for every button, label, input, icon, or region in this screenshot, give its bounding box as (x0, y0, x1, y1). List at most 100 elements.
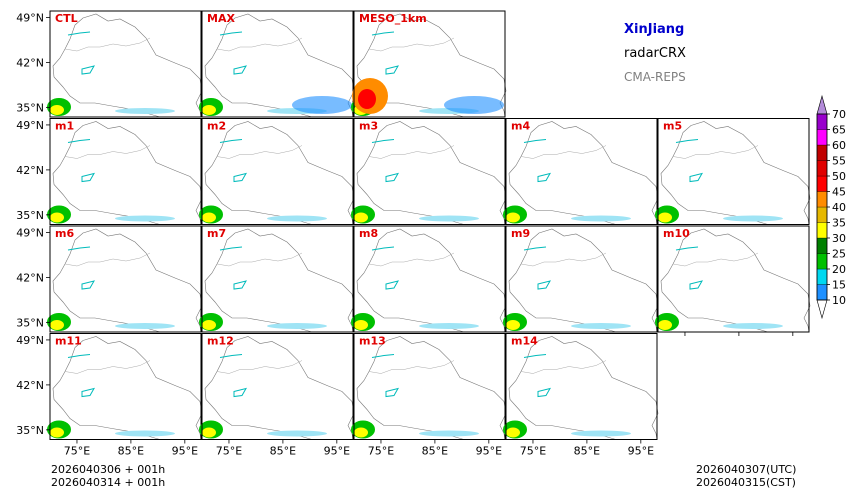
panel-label: CTL (55, 12, 78, 25)
colorbar-tick-label: 25 (832, 248, 846, 261)
echo-patch (506, 212, 520, 223)
panel-bg (506, 333, 657, 440)
panel-m9: m9 (503, 225, 659, 333)
lat-tick-label: 49°N (16, 226, 44, 239)
panel-m6: m6 (47, 225, 203, 333)
panel-bg (202, 118, 353, 225)
panel-grid: CTL MAX MESO_1km m1 m2 m3 m4 m5 m6 m7 m8 m9 m10 m11 m1… (47, 10, 811, 440)
echo-patch (50, 320, 64, 330)
panel-bg (202, 226, 353, 332)
lon-tick-label: 95°E (172, 445, 198, 458)
panel-label: m9 (511, 227, 530, 240)
panel-frame (505, 118, 658, 225)
panel-m7: m7 (199, 225, 355, 333)
panel-label: m14 (511, 335, 538, 348)
lon-tick-label: 85°E (422, 445, 448, 458)
lat-tick-label: 42°N (16, 56, 44, 69)
lon-tick-label: 85°E (118, 445, 144, 458)
lat-tick-label: 35°N (16, 316, 44, 329)
panel-m3: m3 (351, 118, 507, 225)
lon-tick-label: 75°E (216, 445, 242, 458)
panel-m12: m12 (199, 333, 355, 440)
panel-bg (506, 118, 657, 225)
colorbar-segment (816, 206, 828, 223)
panel-label: m2 (207, 120, 226, 133)
region-title: XinJiang (624, 22, 685, 37)
echo-patch (571, 323, 631, 329)
colorbar-segment (816, 160, 828, 177)
colorbar-tick-label: 30 (832, 232, 846, 245)
panel-m11: m11 (47, 333, 203, 440)
panel-m4: m4 (503, 118, 659, 225)
colorbar-segment (816, 253, 828, 270)
panel-m8: m8 (351, 225, 507, 333)
colorbar-segment (816, 222, 828, 239)
panel-frame (505, 333, 658, 440)
panel-label: m4 (511, 120, 530, 133)
panel-bg (50, 11, 201, 117)
panel-frame (201, 333, 354, 440)
panel-frame (353, 225, 506, 333)
colorbar-tick-label: 35 (832, 217, 846, 230)
panel-frame (657, 118, 810, 225)
lat-tick-label: 35°N (16, 209, 44, 222)
panel-max: MAX (199, 10, 355, 118)
panel-m1: m1 (47, 118, 203, 225)
panel-bg (354, 333, 505, 440)
echo-patch (419, 215, 479, 222)
panel-label: m6 (55, 227, 74, 240)
panel-frame (353, 333, 506, 440)
variable-label: radarCRX (624, 46, 686, 61)
map-axes: 49°N 42°N 35°N 49°N 42°N 35°N 49°N 42°N 35°N 49°N… (16, 11, 794, 458)
panel-m10: m10 (655, 225, 811, 333)
echo-patch (50, 427, 64, 438)
echo-patch (419, 323, 479, 329)
panel-bg (202, 333, 353, 440)
colorbar-tick-label: 10 (832, 294, 846, 307)
echo-patch (267, 430, 327, 437)
echo-patch (115, 323, 175, 329)
panel-frame (505, 225, 658, 333)
echo-patch (723, 323, 783, 329)
panel-m14: m14 (503, 333, 659, 440)
lat-tick-label: 35°N (16, 424, 44, 437)
colorbar-extend-min (816, 299, 828, 320)
lat-tick-label: 42°N (16, 164, 44, 177)
panel-bg (50, 118, 201, 225)
panel-frame (49, 225, 202, 333)
echo-patch (292, 96, 352, 114)
valid-time-label: 2026040307(UTC) 2026040315(CST) (696, 463, 796, 489)
echo-patch (571, 215, 631, 222)
valid-time-utc: 2026040307(UTC) (696, 463, 797, 476)
colorbar-segment (816, 268, 828, 285)
colorbar-tick-label: 20 (832, 263, 846, 276)
lat-tick-label: 35°N (16, 101, 44, 114)
echo-patch (506, 427, 520, 438)
echo-patch (419, 430, 479, 437)
panel-bg (658, 226, 809, 332)
panel-frame (353, 118, 506, 225)
lat-tick-label: 49°N (16, 119, 44, 132)
lon-tick-label: 75°E (520, 445, 546, 458)
colorbar-segment (816, 191, 828, 208)
panel-bg (506, 226, 657, 332)
echo-patch (202, 212, 216, 223)
echo-patch (202, 105, 216, 115)
echo-patch (50, 105, 64, 115)
panel-m13: m13 (351, 333, 507, 440)
panel-frame (657, 225, 810, 333)
lon-tick-label: 95°E (324, 445, 350, 458)
echo-patch (444, 96, 504, 114)
echo-patch (267, 323, 327, 329)
model-label: CMA-REPS (624, 70, 686, 84)
echo-patch (354, 320, 368, 330)
echo-patch (202, 320, 216, 330)
echo-patch (658, 320, 672, 330)
colorbar-tick-label: 60 (832, 139, 846, 152)
colorbar-tick-label: 55 (832, 155, 846, 168)
colorbar-segment (816, 175, 828, 192)
colorbar: 10 15 20 25 30 35 40 45 50 55 60 65 70 (816, 94, 846, 320)
panel-frame (49, 333, 202, 440)
echo-patch (506, 320, 520, 330)
